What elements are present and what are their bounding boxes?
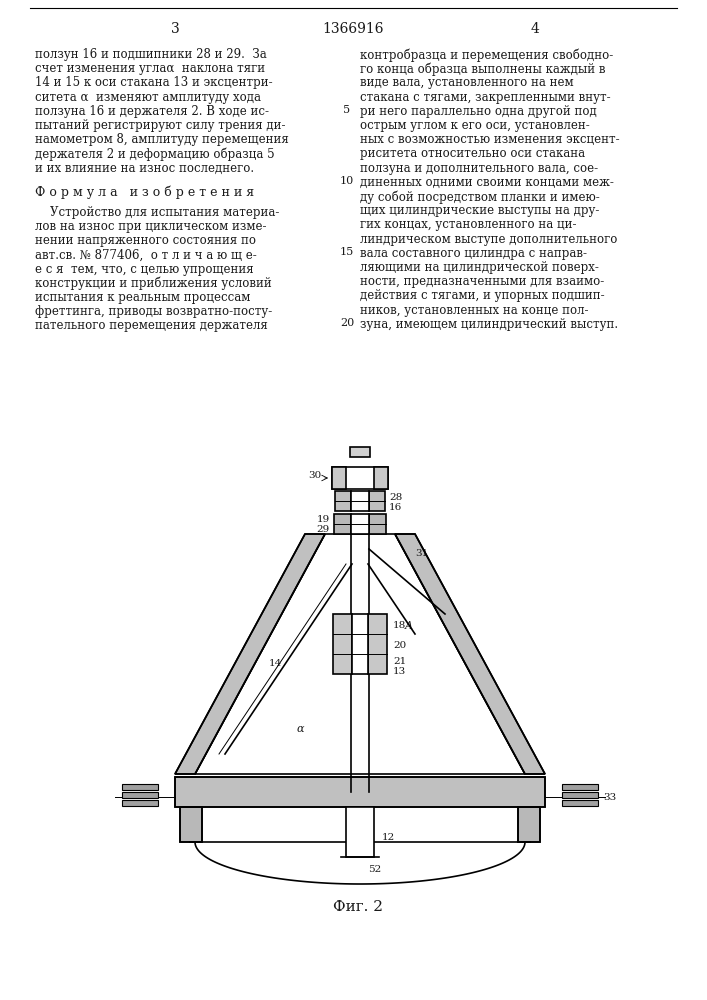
Bar	[334, 514, 351, 534]
Text: е с я  тем, что, с целью упрощения: е с я тем, что, с целью упрощения	[35, 263, 254, 276]
Text: вала составного цилиндра с направ-: вала составного цилиндра с направ-	[360, 247, 587, 260]
Text: 18: 18	[393, 621, 407, 631]
Text: ри него параллельно одна другой под: ри него параллельно одна другой под	[360, 105, 597, 118]
Text: 20: 20	[393, 642, 407, 650]
Text: 29: 29	[317, 526, 330, 534]
Text: ников, установленных на конце пол-: ников, установленных на конце пол-	[360, 304, 588, 317]
Text: 15: 15	[340, 247, 354, 257]
Text: 14: 14	[269, 660, 281, 668]
Bar	[122, 792, 158, 798]
Bar	[368, 614, 387, 674]
Bar	[369, 514, 386, 534]
Text: риситета относительно оси стакана: риситета относительно оси стакана	[360, 147, 585, 160]
Bar	[562, 800, 598, 806]
Text: фреттинга, приводы возвратно-посту-: фреттинга, приводы возвратно-посту-	[35, 305, 272, 318]
Bar	[346, 807, 374, 857]
Text: 17: 17	[358, 668, 371, 676]
Text: щих цилиндрические выступы на дру-: щих цилиндрические выступы на дру-	[360, 204, 600, 217]
Text: испытания к реальным процессам: испытания к реальным процессам	[35, 291, 250, 304]
Text: ляющими на цилиндрической поверх-: ляющими на цилиндрической поверх-	[360, 261, 599, 274]
Text: 20: 20	[340, 318, 354, 328]
Text: 16: 16	[389, 502, 402, 512]
Bar	[518, 807, 540, 842]
Text: ползун 16 и подшипники 28 и 29.  За: ползун 16 и подшипники 28 и 29. За	[35, 48, 267, 61]
Text: и их влияние на износ последнего.: и их влияние на износ последнего.	[35, 162, 254, 175]
Text: намометром 8, амплитуду перемещения: намометром 8, амплитуду перемещения	[35, 133, 288, 146]
Text: 14 и 15 к оси стакана 13 и эксцентри-: 14 и 15 к оси стакана 13 и эксцентри-	[35, 76, 273, 89]
Text: Устройство для испытания материа-: Устройство для испытания материа-	[35, 206, 279, 219]
Bar	[175, 777, 545, 807]
Text: 19: 19	[317, 516, 330, 524]
Text: нении напряженного состояния по: нении напряженного состояния по	[35, 234, 256, 247]
Polygon shape	[195, 534, 525, 774]
Text: 1366916: 1366916	[322, 22, 384, 36]
Text: ности, предназначенными для взаимо-: ности, предназначенными для взаимо-	[360, 275, 604, 288]
Text: диненных одними своими концами меж-: диненных одними своими концами меж-	[360, 176, 614, 189]
Bar	[332, 467, 388, 489]
Bar	[374, 467, 388, 489]
Text: счет изменения углаα  наклона тяги: счет изменения углаα наклона тяги	[35, 62, 265, 75]
Bar	[180, 807, 202, 842]
Polygon shape	[395, 534, 545, 774]
Bar	[374, 467, 388, 489]
Bar	[369, 491, 385, 511]
Text: 30: 30	[309, 472, 322, 481]
Text: A: A	[405, 621, 413, 631]
Polygon shape	[175, 534, 325, 774]
Text: ду собой посредством планки и имею-: ду собой посредством планки и имею-	[360, 190, 600, 204]
Text: авт.св. № 877406,  о т л и ч а ю щ е-: авт.св. № 877406, о т л и ч а ю щ е-	[35, 248, 257, 261]
Text: 33: 33	[603, 792, 617, 802]
Text: 10: 10	[340, 176, 354, 186]
Text: зуна, имеющем цилиндрический выступ.: зуна, имеющем цилиндрический выступ.	[360, 318, 618, 331]
Text: 28: 28	[389, 492, 402, 502]
Text: лов на износ при циклическом изме-: лов на износ при циклическом изме-	[35, 220, 267, 233]
Text: 52: 52	[368, 865, 382, 874]
Text: ползуна 16 и держателя 2. В ходе ис-: ползуна 16 и держателя 2. В ходе ис-	[35, 105, 269, 118]
Bar	[518, 807, 540, 842]
Bar	[352, 614, 368, 674]
Bar	[350, 447, 370, 457]
Text: ползуна и дополнительного вала, сое-: ползуна и дополнительного вала, сое-	[360, 162, 598, 175]
Text: контробразца и перемещения свободно-: контробразца и перемещения свободно-	[360, 48, 613, 62]
Text: 13: 13	[393, 668, 407, 676]
Bar	[332, 467, 346, 489]
Text: Фиг. 2: Фиг. 2	[333, 900, 383, 914]
Bar	[333, 614, 352, 674]
Bar	[351, 491, 369, 511]
Bar	[122, 784, 158, 790]
Text: держателя 2 и деформацию образца 5: держателя 2 и деформацию образца 5	[35, 147, 274, 161]
Bar	[180, 807, 202, 842]
Text: пательного перемещения держателя: пательного перемещения держателя	[35, 319, 268, 332]
Bar	[335, 491, 351, 511]
Bar	[562, 792, 598, 798]
Bar	[350, 447, 370, 457]
Text: 3: 3	[170, 22, 180, 36]
Text: 5: 5	[344, 105, 351, 115]
Text: ных с возможностью изменения эксцент-: ных с возможностью изменения эксцент-	[360, 133, 619, 146]
Bar	[518, 807, 540, 842]
Text: пытаний регистрируют силу трения ди-: пытаний регистрируют силу трения ди-	[35, 119, 286, 132]
Text: линдрическом выступе дополнительного: линдрическом выступе дополнительного	[360, 233, 617, 246]
Text: конструкции и приближения условий: конструкции и приближения условий	[35, 277, 271, 290]
Text: 31: 31	[415, 550, 428, 558]
Text: 4: 4	[530, 22, 539, 36]
Text: действия с тягами, и упорных подшип-: действия с тягами, и упорных подшип-	[360, 289, 604, 302]
Bar	[122, 800, 158, 806]
Text: острым углом к его оси, установлен-: острым углом к его оси, установлен-	[360, 119, 590, 132]
Text: гих концах, установленного на ци-: гих концах, установленного на ци-	[360, 218, 576, 231]
Bar	[175, 777, 545, 807]
Text: 12: 12	[382, 832, 395, 842]
Bar	[562, 784, 598, 790]
Text: виде вала, установленного на нем: виде вала, установленного на нем	[360, 76, 573, 89]
Text: 21: 21	[393, 658, 407, 666]
Text: го конца образца выполнены каждый в: го конца образца выполнены каждый в	[360, 62, 605, 76]
Text: стакана с тягами, закрепленными внут-: стакана с тягами, закрепленными внут-	[360, 91, 611, 104]
Text: ситета α  изменяют амплитуду хода: ситета α изменяют амплитуду хода	[35, 91, 261, 104]
Bar	[351, 514, 369, 534]
Bar	[332, 467, 346, 489]
Text: α: α	[296, 724, 304, 734]
Bar	[180, 807, 202, 842]
Text: Ф о р м у л а   и з о б р е т е н и я: Ф о р м у л а и з о б р е т е н и я	[35, 186, 254, 199]
Bar	[175, 777, 545, 807]
